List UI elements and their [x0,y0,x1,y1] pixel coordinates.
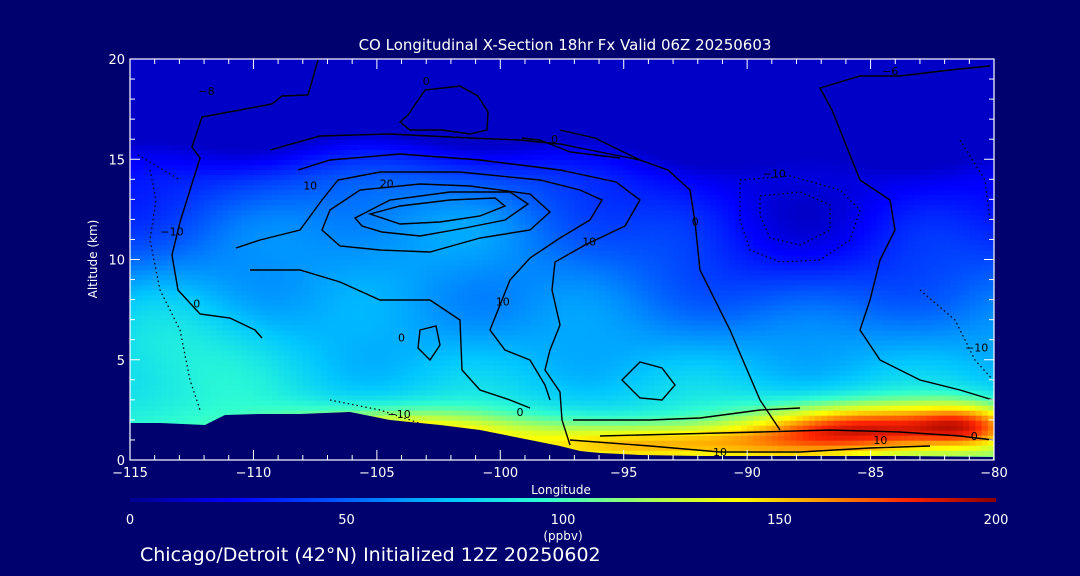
x-tick-label: −105 [359,466,395,481]
y-axis: 0 5 10 15 20 [108,53,994,469]
contour-line [599,429,994,441]
chart-title: CO Longitudinal X-Section 18hr Fx Valid … [359,36,772,54]
x-tick-label: −80 [980,466,1007,481]
contour-label: 0 [517,406,524,419]
contour-line-dotted [919,289,994,381]
contour-line [321,183,552,253]
contour-label: 0 [398,332,405,345]
x-tick-label: −85 [857,466,884,481]
y-axis-label: Altitude (km) [86,220,100,299]
contour-labels: 0 0 −6 −8 −10 10 20 10 10 0 0 −10 0 −10 0 10 10 0 −10 [160,65,988,459]
y-tick-label: 20 [108,53,125,68]
contour-line [353,191,530,237]
contour-line [569,439,931,453]
contour-line [621,361,676,401]
contour-line [818,65,994,401]
colorbar-tick-label: 200 [984,513,1009,528]
contour-label: −10 [160,225,183,238]
contour-label: 10 [873,434,887,447]
y-tick-label: 15 [108,153,125,168]
y-tick-label: 5 [117,354,125,369]
contour-line [417,325,441,362]
contour-lines [171,59,994,453]
contour-label: 0 [692,215,699,228]
contour-line [367,197,507,225]
colorbar-tick-label: 0 [126,513,134,528]
contour-label: 0 [971,430,978,443]
contour-label: −10 [387,408,410,421]
contour-label: 20 [380,177,394,190]
y-tick-label: 10 [108,254,125,269]
contour-label: −6 [882,65,898,78]
contour-line [559,129,641,161]
contour-label: −10 [763,167,786,180]
contour-label: 10 [303,179,317,192]
contour-line [521,137,621,159]
contour-line [398,85,489,135]
colorbar-tick-label: 100 [551,513,576,528]
x-tick-label: −115 [112,466,148,481]
y-tick-label: 0 [117,454,125,469]
contour-label: −10 [965,342,988,355]
concentration-field [130,59,994,460]
contour-label: −8 [198,85,214,98]
contour-label: 0 [551,133,558,146]
contour-label: 10 [713,446,727,459]
x-tick-label: −100 [482,466,518,481]
contour-label: 10 [582,236,596,249]
colorbar-tick-label: 50 [338,513,355,528]
contour-label: 0 [193,298,200,311]
colorbar [130,498,996,502]
terrain-mask [130,412,993,460]
contour-line [171,59,319,339]
x-axis-label: Longitude [531,483,591,497]
contour-line-dotted [739,175,861,263]
contour-label: 0 [423,75,430,88]
colorbar-tick-label: 150 [767,513,792,528]
colorbar-unit-label: (ppbv) [543,529,582,543]
contour-line [297,153,641,446]
contour-line [573,407,801,421]
x-axis: −115 −110 −105 −100 −95 −90 −85 −80 [112,59,1008,481]
x-tick-label: −90 [733,466,760,481]
contour-label: 10 [496,296,510,309]
contour-line [235,171,604,401]
x-tick-label: −110 [236,466,272,481]
x-tick-label: −95 [610,466,637,481]
footer-caption: Chicago/Detroit (42°N) Initialized 12Z 2… [140,544,601,566]
colorbar-ticks: 0 50 100 150 200 [126,513,1009,528]
contour-line [250,269,531,409]
contour-line-dotted [759,191,831,246]
negative-contours [137,139,994,447]
contour-line-dotted [149,169,201,411]
contour-line-dotted [137,154,181,181]
